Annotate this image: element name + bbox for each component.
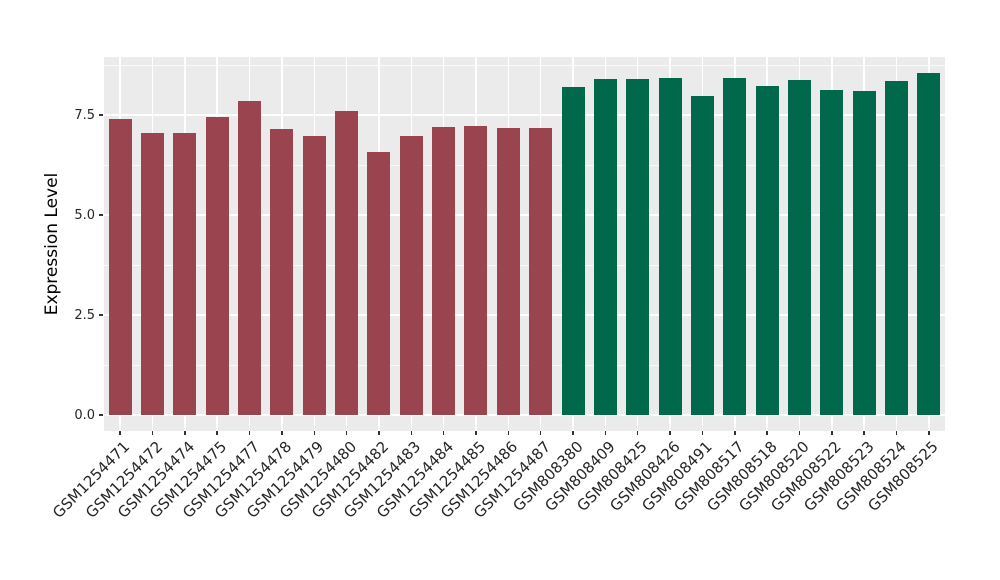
plot-panel	[104, 57, 945, 431]
x-tick	[313, 431, 315, 435]
bar-GSM808525	[917, 73, 940, 415]
bar-GSM808520	[788, 79, 811, 415]
x-tick	[151, 431, 154, 435]
bar-GSM808522	[820, 89, 843, 415]
x-tick	[798, 431, 801, 435]
x-tick	[636, 431, 639, 435]
bar-GSM808524	[885, 80, 908, 415]
y-tick-label: 5.0	[74, 208, 95, 223]
x-tick	[928, 431, 930, 435]
bar-GSM1254479	[303, 136, 326, 415]
bar-GSM1254487	[529, 127, 552, 415]
minor-gridline-horizontal	[104, 364, 945, 366]
y-tick-label: 0.0	[74, 408, 95, 423]
x-tick	[766, 431, 768, 435]
y-axis-title: Expression Level	[42, 172, 62, 316]
bar-GSM1254483	[400, 135, 423, 415]
minor-gridline-horizontal	[104, 264, 945, 266]
y-tick	[99, 214, 103, 216]
x-tick	[119, 431, 121, 435]
x-tick	[378, 431, 380, 435]
minor-gridline-horizontal	[104, 64, 945, 66]
bar-GSM1254478	[270, 128, 293, 415]
bar-GSM1254475	[206, 116, 229, 415]
x-tick	[604, 431, 607, 435]
x-tick	[831, 431, 833, 435]
x-tick	[410, 431, 413, 435]
x-tick	[216, 431, 218, 435]
bar-GSM1254484	[432, 126, 455, 415]
x-tick	[248, 431, 251, 435]
x-tick	[475, 431, 477, 435]
bar-GSM1254482	[367, 151, 390, 415]
y-tick-label: 7.5	[74, 108, 95, 123]
bar-GSM808425	[626, 78, 649, 415]
bar-GSM808491	[691, 95, 714, 415]
x-tick	[669, 431, 671, 435]
x-tick	[895, 431, 898, 435]
bar-GSM808380	[562, 87, 585, 415]
minor-gridline-horizontal	[104, 164, 945, 166]
x-tick	[734, 431, 736, 435]
major-gridline-horizontal	[104, 214, 945, 216]
major-gridline-horizontal	[104, 414, 945, 416]
bar-GSM1254474	[173, 132, 196, 415]
x-tick	[701, 431, 704, 435]
y-tick-label: 2.5	[74, 308, 95, 323]
bar-GSM808409	[594, 79, 617, 415]
bar-GSM1254471	[109, 119, 132, 415]
x-tick	[539, 431, 542, 435]
y-tick	[99, 314, 103, 316]
x-tick	[442, 431, 445, 435]
x-tick	[345, 431, 348, 435]
bar-GSM808517	[723, 78, 746, 415]
y-tick	[99, 114, 103, 116]
bar-GSM1254485	[464, 125, 487, 415]
bar-GSM1254486	[497, 127, 520, 415]
bar-GSM1254472	[141, 132, 164, 415]
x-tick	[184, 431, 186, 435]
x-tick	[863, 431, 865, 435]
x-tick	[281, 431, 283, 435]
x-tick	[507, 431, 510, 435]
major-gridline-horizontal	[104, 114, 945, 116]
bar-GSM1254480	[335, 110, 358, 415]
y-tick	[99, 414, 103, 416]
major-gridline-horizontal	[104, 314, 945, 316]
bar-GSM808426	[659, 77, 682, 415]
x-tick	[572, 431, 574, 435]
bar-GSM808518	[756, 85, 779, 415]
bar-GSM808523	[853, 90, 876, 415]
bar-GSM1254477	[238, 101, 261, 415]
